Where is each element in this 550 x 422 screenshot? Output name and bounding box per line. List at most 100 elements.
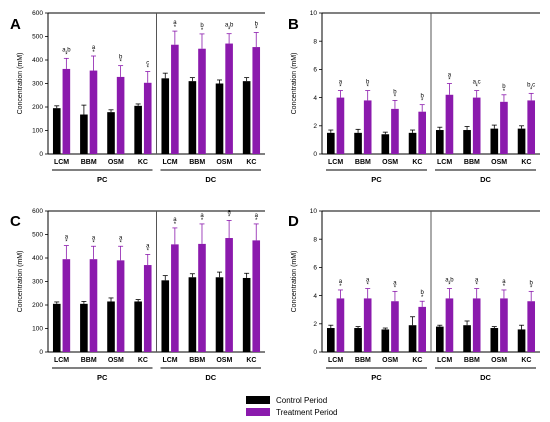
x-tick-label: BBM (464, 357, 480, 364)
significance-label: a (227, 209, 231, 215)
significance-asterisk: * (119, 240, 122, 246)
bar-treatment (445, 94, 454, 154)
significance-label: a (393, 280, 397, 286)
x-tick-label: OSM (108, 357, 124, 364)
significance-asterisk: * (448, 283, 451, 289)
bar-treatment (336, 97, 345, 154)
x-tick-label: KC (246, 159, 256, 166)
bar-treatment (143, 265, 152, 352)
bar-control (381, 134, 390, 154)
bar-treatment (418, 111, 427, 154)
significance-asterisk: * (201, 28, 204, 34)
bar-control (242, 81, 251, 154)
significance-asterisk: * (119, 60, 122, 66)
x-tick-label: BBM (464, 159, 480, 166)
x-tick-label: LCM (54, 357, 69, 364)
bar-control (134, 105, 142, 154)
y-axis-label: Concentration (mM) (17, 53, 24, 115)
significance-asterisk: * (65, 52, 68, 58)
bar-treatment (171, 244, 179, 352)
bar-treatment (472, 298, 481, 352)
x-tick-label: KC (138, 159, 148, 166)
significance-label: a (119, 235, 123, 241)
significance-label: b,c (527, 82, 535, 88)
y-tick-label: 4 (313, 293, 317, 300)
significance-label: b (421, 290, 425, 296)
y-tick-label: 10 (310, 10, 318, 17)
bar-treatment (89, 70, 98, 154)
group-label: DC (205, 175, 216, 184)
significance-label: b (421, 94, 425, 100)
significance-label: b (255, 22, 259, 28)
significance-asterisk: * (530, 87, 533, 93)
x-tick-label: BBM (355, 159, 371, 166)
legend-swatch-control (246, 396, 270, 404)
significance-asterisk: * (476, 85, 479, 91)
y-tick-label: 0 (313, 151, 317, 158)
bar-treatment (418, 306, 427, 352)
bar-control (326, 132, 335, 154)
bar-treatment (225, 43, 233, 154)
significance-label: b (530, 280, 534, 286)
bar-control (80, 303, 88, 352)
significance-label: a (339, 80, 343, 86)
bar-treatment (500, 101, 508, 154)
significance-label: a (255, 213, 259, 219)
bar-control (326, 328, 335, 352)
bar-control (215, 277, 224, 352)
y-tick-label: 400 (32, 255, 43, 262)
bar-treatment (116, 260, 125, 352)
significance-label: a (92, 45, 96, 51)
bar-treatment (62, 259, 71, 352)
bar-control (107, 112, 115, 154)
significance-label: a (502, 279, 506, 285)
x-tick-label: OSM (108, 159, 124, 166)
significance-label: b (200, 23, 204, 29)
y-tick-label: 300 (32, 81, 43, 88)
significance-asterisk: * (367, 85, 370, 91)
significance-asterisk: * (255, 218, 258, 224)
panel-a: A Concentration (mM) 0 100 200 300 400 500 600 a,… (10, 10, 265, 184)
bar-control (188, 81, 197, 154)
significance-label: a (448, 73, 452, 79)
legend-swatch-treatment (246, 408, 270, 416)
bar-control (463, 130, 471, 154)
y-tick-label: 100 (32, 128, 43, 135)
significance-asterisk: * (147, 248, 150, 254)
significance-label: a (339, 279, 343, 285)
bar-treatment (198, 243, 206, 352)
y-tick-label: 500 (32, 34, 43, 41)
y-tick-label: 0 (39, 349, 43, 356)
bar-control (161, 78, 170, 154)
x-tick-label: OSM (382, 159, 398, 166)
bar-control (107, 301, 115, 352)
group-label: PC (97, 175, 108, 184)
significance-asterisk: * (174, 25, 177, 31)
x-tick-label: LCM (162, 357, 177, 364)
x-tick-label: LCM (162, 159, 177, 166)
bar-control (435, 130, 444, 154)
x-tick-label: KC (412, 159, 422, 166)
bar-control (408, 132, 417, 154)
group-label: DC (480, 175, 491, 184)
legend-label-treatment: Treatment Period (276, 408, 338, 417)
y-axis-label: Concentration (mM) (291, 251, 298, 313)
significance-asterisk: * (228, 28, 231, 34)
bar-control (215, 83, 224, 154)
significance-label: a (146, 243, 150, 249)
significance-asterisk: * (228, 214, 231, 220)
x-tick-label: BBM (355, 357, 371, 364)
x-tick-label: BBM (189, 357, 205, 364)
x-tick-label: LCM (54, 159, 69, 166)
significance-asterisk: * (339, 284, 342, 290)
bar-treatment (143, 82, 152, 154)
significance-asterisk: * (65, 240, 68, 246)
significance-label: b (119, 55, 123, 61)
significance-label: a (65, 235, 69, 241)
x-tick-label: KC (138, 357, 148, 364)
panel-letter: C (10, 213, 21, 230)
bar-control (188, 277, 197, 352)
y-tick-label: 2 (313, 321, 317, 328)
